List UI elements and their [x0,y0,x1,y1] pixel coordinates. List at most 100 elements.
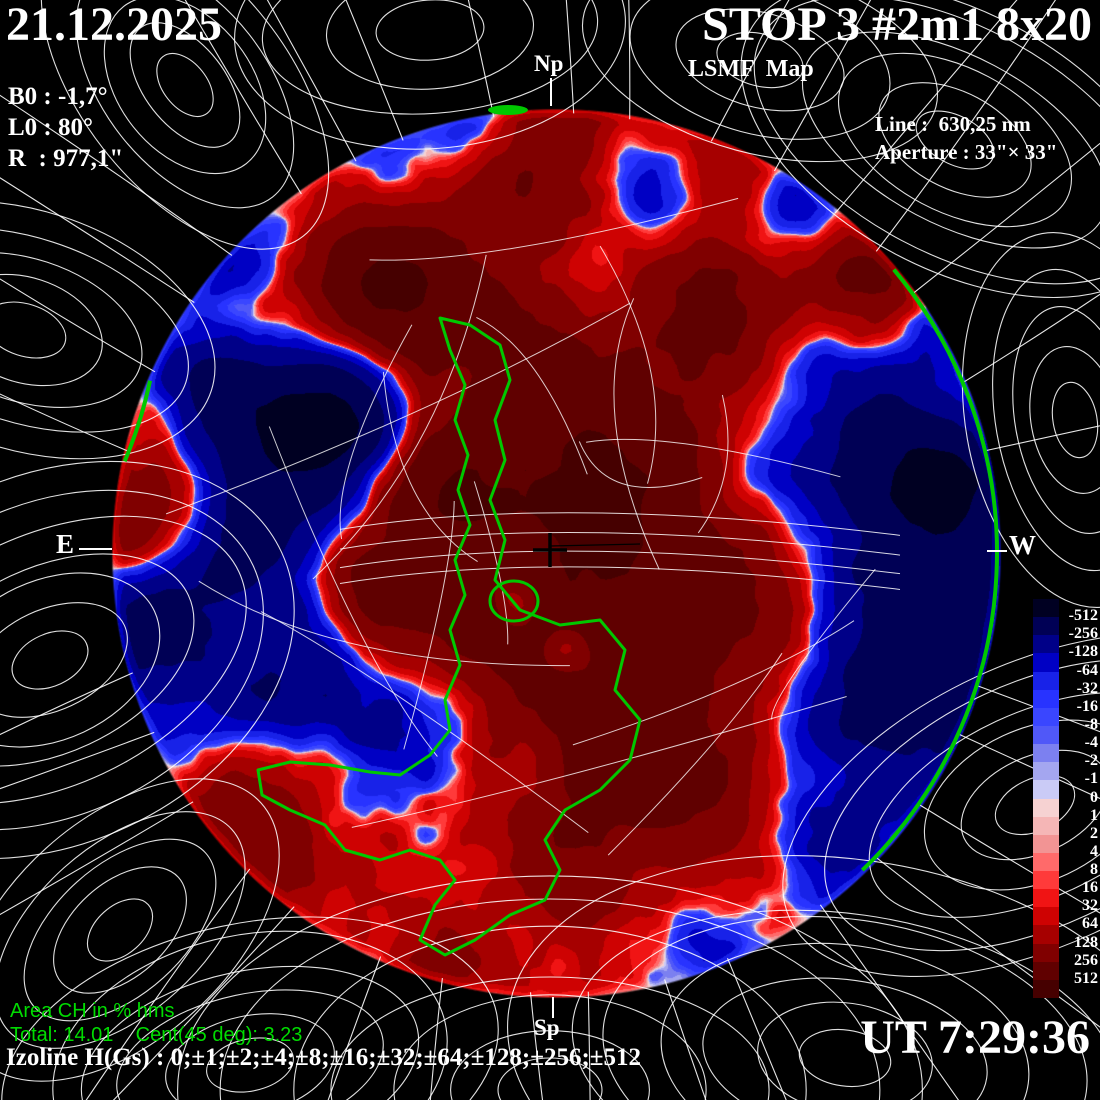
field-line-disk [473,481,509,645]
field-line-loop [753,0,1100,285]
colorbar-segment [1033,744,1059,763]
map-type-label: LSMF Map [688,56,814,82]
north-pole-label: Np [534,51,564,76]
field-line-open [565,0,575,114]
field-line-loop [497,1057,603,1100]
field-line-disk [572,620,855,746]
field-line-loop [0,553,195,767]
field-line-open [327,956,382,1100]
colorbar-label: 128 [1074,933,1098,951]
field-line-loop [837,52,1073,228]
field-line-loop [992,268,1100,572]
field-line-loop [219,898,881,1100]
colorbar-segment [1033,889,1059,908]
colorbar-segment [1033,798,1059,818]
field-line-loop [0,301,67,359]
colorbar-segment [1033,725,1059,745]
field-line-loop [716,31,804,89]
colorbar-segment [1033,617,1059,636]
colorbar-segment [1033,762,1059,781]
field-line-open [819,904,960,1100]
field-line-open [184,0,302,195]
field-line-open [874,855,1100,1028]
field-line-loop [602,915,1088,1100]
colorbar-label: 2 [1090,824,1098,842]
field-line-loop [450,1030,650,1100]
field-line-disk [198,580,570,667]
field-line-disk [599,245,657,484]
colorbar-segment [1033,979,1059,999]
south-pole-label: Sp [534,1015,560,1040]
field-line-disk [339,324,413,540]
colorbar-label: -4 [1084,734,1098,752]
field-line-loop [702,977,988,1100]
colorbar-label: 512 [1074,969,1098,987]
field-line-disk [403,500,455,750]
field-line-loop [75,0,295,209]
field-line-loop [156,53,214,117]
field-line-loop [103,0,267,175]
colorbar-segment [1033,689,1059,709]
coronal-hole-contour [256,316,642,957]
field-line-open [429,978,443,1100]
field-line-open [911,142,1100,295]
field-line-loop [0,811,246,1049]
colorbar-segment [1033,871,1059,890]
colorbar-label: -8 [1084,715,1098,733]
field-line-loop [1,916,499,1100]
field-line-loop [782,633,1100,977]
west-limb-label: W [1009,530,1036,560]
field-line-disk [476,316,588,475]
field-line-disk [339,550,901,575]
colorbar-label: -1 [1084,770,1098,788]
field-line-open [0,177,195,303]
colorbar-segment [1033,653,1059,673]
center-reference-line [549,543,641,547]
field-line-loop [571,909,1100,1100]
field-line-open [0,94,233,256]
field-line-open [710,0,790,142]
field-line-loop [878,82,1032,198]
colorbar-label: 64 [1082,915,1098,933]
solar-radius-value: R : 977,1" [8,145,124,172]
field-line-loop [86,898,154,962]
field-line-open [726,957,788,1100]
area-ch-header: Area CH in % hms [10,1000,175,1022]
colorbar-segment [1033,780,1059,799]
aperture-value: Aperture : 33"× 33" [875,140,1058,164]
field-line-loop [11,630,89,690]
field-line-loop [52,930,448,1100]
spectral-line-value: Line : 630,25 nm [875,112,1031,136]
field-line-loop [0,200,216,460]
field-line-loop [116,989,384,1100]
field-line-loop [0,515,247,805]
field-line-open [983,425,1100,452]
colorbar-segment [1033,635,1059,654]
field-line-open [0,278,156,373]
field-line-open [266,0,357,162]
field-line-loop [0,460,295,860]
field-line-loop [868,692,1100,918]
field-line-loop [234,0,626,150]
field-line-disk [578,441,703,488]
field-line-loop [23,838,217,1022]
field-line-loop [129,22,241,148]
field-line-loop [177,875,923,1100]
east-limb-label: E [56,529,75,559]
east-limb-ch-arc [122,380,153,463]
field-line-loop [824,658,1100,952]
field-line-open [85,868,251,1100]
field-line-loop [0,572,161,748]
field-line-loop [40,0,330,250]
field-line-open [773,0,872,172]
field-line-loop [165,1013,335,1100]
field-line-loop [961,232,1100,608]
field-line-disk [165,302,631,515]
field-line-disk [339,512,901,536]
field-line-open [345,0,404,141]
field-line-loop [0,273,103,387]
colorbar-label: 256 [1074,951,1098,969]
colorbar-label: 4 [1090,842,1098,860]
colorbar-label: -128 [1068,643,1098,661]
